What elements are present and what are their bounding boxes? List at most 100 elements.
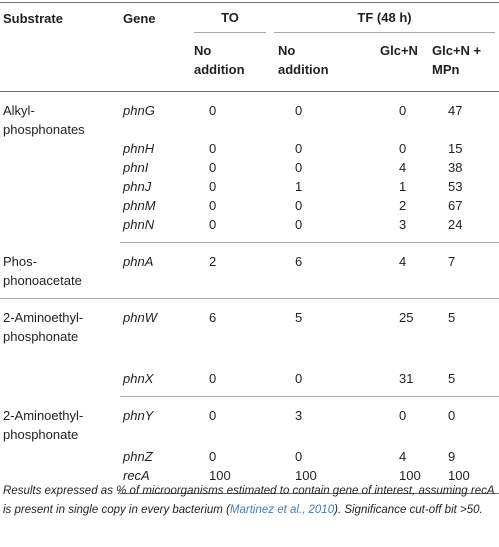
- value-cell: 0: [209, 179, 217, 194]
- value-cell: 67: [448, 198, 463, 213]
- substrate-line: phosphonates: [3, 122, 85, 137]
- header-cell: Glc+N: [355, 33, 430, 92]
- substrate-line: phosphonate: [3, 329, 79, 344]
- value-cell: 0: [295, 198, 303, 213]
- value-cell: 6: [209, 310, 217, 325]
- substrate-line: Phos-: [3, 253, 37, 269]
- header-text: TF (48 h): [274, 3, 496, 33]
- value-cell: 9: [448, 449, 456, 464]
- value-cell: 25: [399, 310, 414, 325]
- gene-cell: phnH: [123, 141, 155, 156]
- table-row: Phos-phonoacetate phnA 2 6 4 7: [0, 242, 499, 299]
- value-cell: 0: [209, 449, 217, 464]
- value-cell: 24: [430, 215, 499, 243]
- data-table: Substrate Gene TO TF (48 h) No addition …: [0, 2, 499, 494]
- value-cell: 100: [355, 466, 430, 494]
- table-row: phnI 0 0 4 38: [0, 158, 499, 177]
- value-cell: 5: [430, 369, 499, 397]
- table-row: 2-Aminoethyl-phosphonate phnW 6 5 25 5: [0, 299, 499, 370]
- value-cell: 53: [448, 179, 463, 194]
- value-cell: 0: [209, 160, 217, 175]
- substrate-cell: 2-Aminoethyl-phosphonate: [0, 299, 120, 397]
- header-cell: TO: [190, 2, 270, 33]
- header-text: TO: [194, 3, 266, 33]
- gene-cell: phnI: [123, 160, 149, 175]
- table-body: Alkyl-phosphonates phnG 0 0 0 47 phnH 0 0 0 15 phnI…: [0, 92, 499, 494]
- value-cell: 4: [355, 242, 430, 299]
- substrate-line: 2-Aminoethyl-: [3, 407, 84, 423]
- substrate-cell: Phos-phonoacetate: [0, 242, 120, 299]
- citation: Martinez et al., 2010: [229, 504, 335, 516]
- substrate-cell: 2-Aminoethyl-phosphonate: [0, 397, 120, 494]
- gene-cell: phnW: [123, 310, 157, 325]
- value-cell: 6: [270, 242, 355, 299]
- table-row: phnZ 0 0 4 9: [0, 447, 499, 466]
- header-cell: No addition: [270, 33, 355, 92]
- value-cell: 4: [399, 160, 407, 175]
- value-cell: 38: [448, 160, 463, 175]
- value-cell: 0: [295, 160, 303, 175]
- footnote-text: Results expressed as % of microorganisms…: [3, 485, 495, 516]
- value-cell: 0: [295, 449, 303, 464]
- value-cell: 15: [448, 141, 463, 156]
- gene-cell: phnN: [120, 215, 190, 243]
- value-cell: 0: [209, 103, 217, 118]
- substrate-line: phonoacetate: [3, 272, 82, 288]
- value-cell: 0: [209, 408, 217, 423]
- footnote-text: ). Significance cut-off bit >50.: [334, 504, 483, 516]
- header-cell: Gene: [120, 2, 190, 33]
- substrate-line: Alkyl-: [3, 103, 35, 118]
- table-row: phnM 0 0 2 67: [0, 196, 499, 215]
- header-cell: No addition: [190, 33, 270, 92]
- header-cell: Substrate: [0, 2, 120, 33]
- value-cell: 0: [270, 369, 355, 397]
- table-row: phnX 0 0 31 5: [0, 369, 499, 397]
- value-cell: 1: [295, 179, 303, 194]
- header-cell: TF (48 h): [270, 2, 499, 33]
- gene-cell: phnX: [120, 369, 190, 397]
- footnote: Results expressed as % of microorganisms…: [3, 482, 497, 520]
- value-cell: 0: [190, 215, 270, 243]
- value-cell: 7: [430, 242, 499, 299]
- value-cell: 1: [399, 179, 407, 194]
- value-cell: 2: [399, 198, 407, 213]
- header-cell: Glc+N + MPn: [430, 33, 499, 92]
- value-cell: 100: [190, 466, 270, 494]
- gene-cell: recA: [120, 466, 190, 494]
- table-row: phnN 0 0 3 24: [0, 215, 499, 243]
- gene-cell: phnY: [123, 408, 154, 423]
- value-cell: 5: [295, 310, 303, 325]
- value-cell: 2: [190, 242, 270, 299]
- value-cell: 4: [399, 449, 407, 464]
- table-row: phnJ 0 1 1 53: [0, 177, 499, 196]
- value-cell: 0: [295, 141, 303, 156]
- value-cell: 3: [295, 408, 303, 423]
- value-cell: 100: [430, 466, 499, 494]
- header-row: Substrate Gene TO TF (48 h): [0, 2, 499, 33]
- value-cell: 31: [355, 369, 430, 397]
- header-cell: [0, 33, 120, 92]
- value-cell: 100: [270, 466, 355, 494]
- value-cell: 0: [190, 369, 270, 397]
- table-row: Alkyl-phosphonates phnG 0 0 0 47: [0, 92, 499, 140]
- table-row: recA 100 100 100 100: [0, 466, 499, 494]
- value-cell: 0: [399, 141, 407, 156]
- value-cell: 0: [399, 408, 407, 423]
- header-cell: [120, 33, 190, 92]
- substrate-cell: Alkyl-phosphonates: [0, 92, 120, 243]
- value-cell: 47: [448, 103, 463, 118]
- value-cell: 0: [209, 141, 217, 156]
- table-row: 2-Aminoethyl-phosphonate phnY 0 3 0 0: [0, 397, 499, 448]
- table-row: phnH 0 0 0 15: [0, 139, 499, 158]
- gene-cell: phnM: [123, 198, 156, 213]
- substrate-line: 2-Aminoethyl-: [3, 310, 84, 325]
- value-cell: 3: [355, 215, 430, 243]
- value-cell: 5: [448, 310, 456, 325]
- gene-cell: phnA: [120, 242, 190, 299]
- value-cell: 0: [399, 103, 407, 118]
- gene-cell: phnG: [123, 103, 155, 118]
- substrate-line: phosphonate: [3, 426, 79, 442]
- value-cell: 0: [448, 408, 456, 423]
- value-cell: 0: [295, 103, 303, 118]
